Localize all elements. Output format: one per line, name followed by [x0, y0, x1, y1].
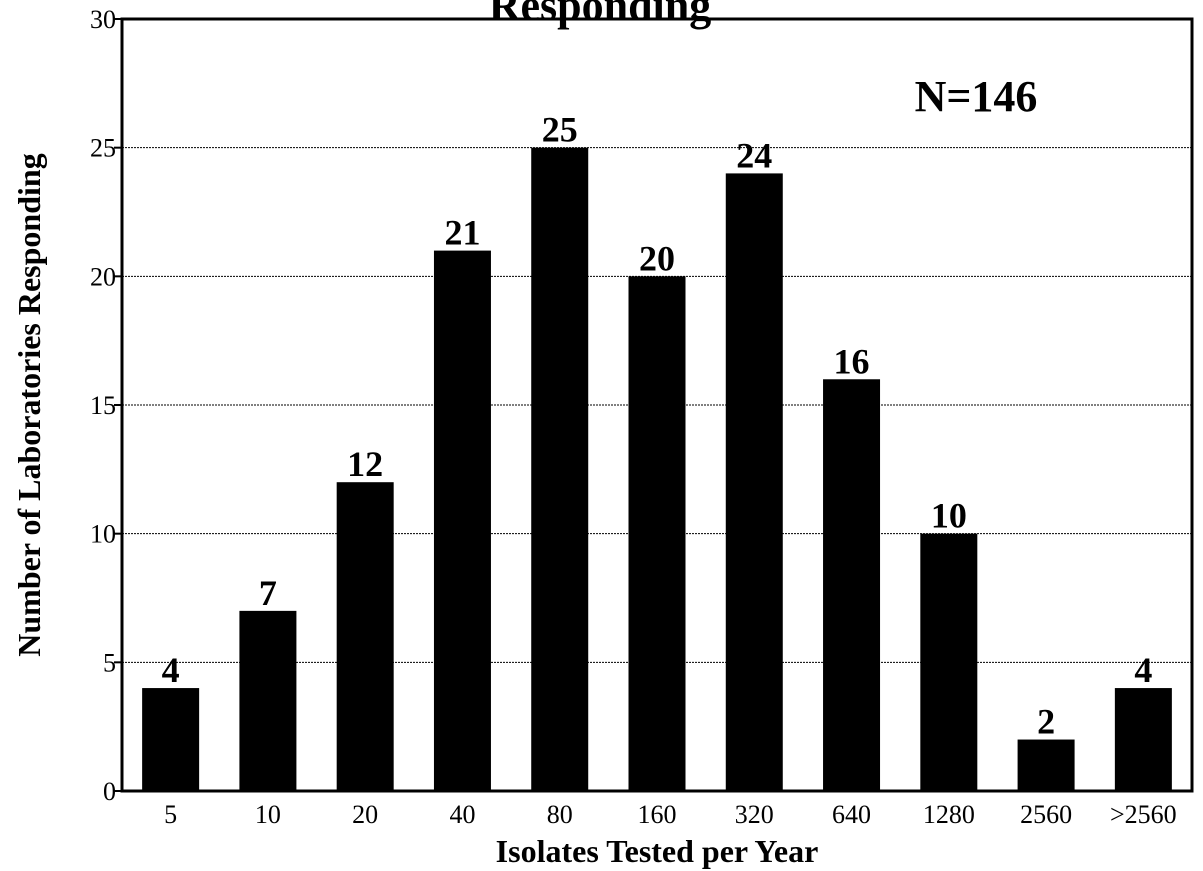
y-tick-label: 0 — [103, 777, 116, 806]
bar-value-label: 10 — [931, 496, 967, 536]
bar-value-label: 25 — [542, 110, 578, 150]
bar-5 — [628, 276, 686, 791]
x-tick-label: 1280 — [923, 800, 975, 829]
y-tick-label: 30 — [90, 5, 116, 34]
bar-7 — [823, 379, 881, 791]
bar-2 — [336, 482, 394, 791]
bar-value-label: 21 — [444, 213, 480, 253]
bar-3 — [433, 250, 491, 792]
bar-0 — [142, 688, 200, 791]
sample-size-annotation: N=146 — [915, 72, 1038, 121]
bar-value-label: 24 — [736, 135, 772, 175]
bar-value-label: 2 — [1037, 702, 1055, 742]
bar-value-label: 20 — [639, 238, 675, 278]
bar-4 — [531, 147, 589, 791]
bar-9 — [1017, 739, 1075, 791]
y-tick-label: 20 — [90, 262, 116, 291]
bar-1 — [239, 610, 297, 791]
bar-value-label: 12 — [347, 444, 383, 484]
bar-6 — [725, 173, 783, 791]
x-tick-label: 40 — [449, 800, 475, 829]
x-axis-ticks: 5 10 20 40 80 160 320 640 1280 2560 >2560 — [164, 800, 1177, 829]
x-tick-label: 5 — [164, 800, 177, 829]
bar-value-label: 4 — [1134, 650, 1152, 690]
bars — [142, 147, 1172, 792]
x-axis-label: Isolates Tested per Year — [496, 833, 819, 869]
x-tick-label: 160 — [638, 800, 677, 829]
x-tick-label: 640 — [832, 800, 871, 829]
y-axis-ticks: 0 5 10 15 20 25 30 — [90, 5, 122, 806]
y-tick-label: 15 — [90, 391, 116, 420]
y-tick-label: 25 — [90, 134, 116, 163]
y-tick-label: 10 — [90, 520, 116, 549]
bar-10 — [1114, 688, 1172, 791]
x-tick-label: >2560 — [1110, 800, 1177, 829]
y-axis-label: Number of Laboratories Responding — [11, 153, 47, 656]
x-tick-label: 320 — [735, 800, 774, 829]
x-tick-label: 80 — [547, 800, 573, 829]
x-tick-label: 20 — [352, 800, 378, 829]
bar-value-label: 4 — [162, 650, 180, 690]
x-tick-label: 2560 — [1020, 800, 1072, 829]
chart-title: Responding — [489, 0, 712, 30]
bar-8 — [920, 533, 978, 791]
x-tick-label: 10 — [255, 800, 281, 829]
bar-value-label: 7 — [259, 573, 277, 613]
y-tick-label: 5 — [103, 648, 116, 677]
plot-frame — [120, 17, 1194, 793]
bar-value-label: 16 — [834, 341, 870, 381]
